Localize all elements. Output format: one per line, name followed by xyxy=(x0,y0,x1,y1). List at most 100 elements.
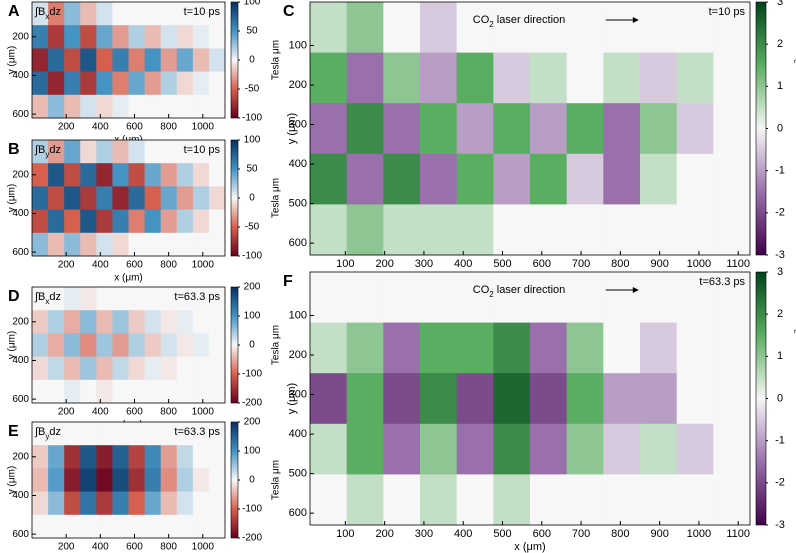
colorbar-tick-label: 100 xyxy=(244,135,261,146)
plot-frame xyxy=(31,421,226,539)
heatmap-cell xyxy=(112,140,129,164)
heatmap-cell xyxy=(160,71,178,96)
heatmap-cell xyxy=(208,2,226,26)
colorbar xyxy=(230,1,239,119)
heatmap-cell xyxy=(48,514,65,539)
heatmap-cell xyxy=(64,379,81,404)
heatmap-cell xyxy=(96,422,113,446)
heatmap-cell xyxy=(192,94,210,119)
heatmap-cell xyxy=(420,423,458,475)
colorbar-tick-label: 3 xyxy=(777,266,783,278)
heatmap-cell xyxy=(32,71,49,96)
heatmap-cell xyxy=(420,322,458,374)
heatmap-cell xyxy=(160,140,178,164)
heatmap-cell xyxy=(112,422,129,446)
heatmap-cell xyxy=(346,373,384,425)
heatmap-cell xyxy=(176,514,194,539)
heatmap-cell xyxy=(676,322,714,374)
heatmap-cell xyxy=(640,204,678,256)
heatmap-cell xyxy=(603,52,641,104)
heatmap-cell xyxy=(208,445,226,469)
heatmap-cell xyxy=(96,491,113,516)
heatmap-cell xyxy=(96,232,113,257)
heatmap-cell xyxy=(420,474,458,526)
heatmap-cell xyxy=(32,209,49,234)
heatmap-cell xyxy=(48,94,65,119)
x-axis-label: x (μm) xyxy=(514,541,545,553)
heatmap-cell xyxy=(640,52,678,104)
heatmap-cell xyxy=(80,514,97,539)
heatmap-cell xyxy=(493,423,531,475)
heatmap-cell xyxy=(713,474,751,526)
heatmap-cell xyxy=(112,491,129,516)
integral-tail: dz xyxy=(49,144,61,156)
heatmap-cell xyxy=(310,52,348,104)
colorbar-tick-label: 1 xyxy=(777,80,783,92)
heatmap-cell xyxy=(160,356,178,381)
heatmap-cell xyxy=(603,474,641,526)
heatmap-cell xyxy=(192,232,210,257)
y-tick-label: 300 xyxy=(289,388,307,400)
heatmap-cell xyxy=(713,423,751,475)
heatmap-cell xyxy=(383,103,421,155)
heatmap-cell xyxy=(112,232,129,257)
heatmap-cell xyxy=(128,445,146,469)
heatmap-cell xyxy=(603,153,641,205)
heatmap-cell xyxy=(48,356,65,381)
laser-label: CO2 laser direction xyxy=(473,284,566,299)
y-tick-label: 100 xyxy=(289,39,307,51)
heatmap-cell xyxy=(530,52,568,104)
heatmap-cell xyxy=(160,209,178,234)
colorbar-tick-label: 200 xyxy=(244,282,261,293)
colorbar-tick-label: 0 xyxy=(777,122,783,134)
heatmap-cell xyxy=(493,103,531,155)
x-tick-label: 1000 xyxy=(192,260,215,271)
x-tick-label: 200 xyxy=(375,528,393,540)
x-tick-label: 500 xyxy=(493,258,511,270)
x-tick-label: 600 xyxy=(126,122,143,133)
heatmap-cell xyxy=(566,272,604,324)
heatmap-cell xyxy=(32,468,49,493)
heatmap-cell xyxy=(603,373,641,425)
heatmap-cell xyxy=(603,322,641,374)
heatmap-cell xyxy=(208,71,226,96)
heatmap-cell xyxy=(144,163,162,187)
heatmap-cell xyxy=(346,153,384,205)
y-tick-label: 600 xyxy=(289,507,307,519)
y-tick-label: 600 xyxy=(289,237,307,249)
heatmap-cell xyxy=(160,25,178,49)
heatmap-cell xyxy=(144,310,162,334)
heatmap-cell xyxy=(32,232,49,257)
colorbar-tick-label: -2 xyxy=(775,477,785,489)
heatmap-cell xyxy=(32,140,49,164)
heatmap-cell xyxy=(32,379,49,404)
heatmap-cell xyxy=(112,71,129,96)
heatmap-cell xyxy=(640,272,678,324)
colorbar-tick-label: 100 xyxy=(244,0,261,8)
heatmap-cell xyxy=(310,2,348,54)
heatmap-cell xyxy=(160,491,178,516)
heatmap-cell xyxy=(208,140,226,164)
panel: 100 200 300 400 500 600 700 800 900 1000 110010020… xyxy=(283,266,796,553)
heatmap-cell xyxy=(713,322,751,374)
heatmap-cell xyxy=(566,103,604,155)
panel-letter: F xyxy=(283,273,293,290)
heatmap-cell xyxy=(96,186,113,211)
colorbar-tick-label: 2 xyxy=(777,38,783,50)
plot-frame xyxy=(31,139,226,257)
heatmap-cell xyxy=(208,468,226,493)
heatmap-cell xyxy=(493,272,531,324)
heatmap-cell xyxy=(112,2,129,26)
laser-post: laser direction xyxy=(494,284,566,296)
heatmap-cell xyxy=(128,333,146,358)
heatmap-cell xyxy=(192,287,210,311)
y-tick-label: 500 xyxy=(289,468,307,480)
heatmap-cell xyxy=(144,71,162,96)
heatmap-cell xyxy=(383,52,421,104)
panel-letter: D xyxy=(8,288,20,305)
heatmap-cell xyxy=(208,232,226,257)
heatmap-cell xyxy=(64,71,81,96)
heatmap-cell xyxy=(144,468,162,493)
heatmap-cell xyxy=(493,322,531,374)
heatmap-cell xyxy=(566,153,604,205)
